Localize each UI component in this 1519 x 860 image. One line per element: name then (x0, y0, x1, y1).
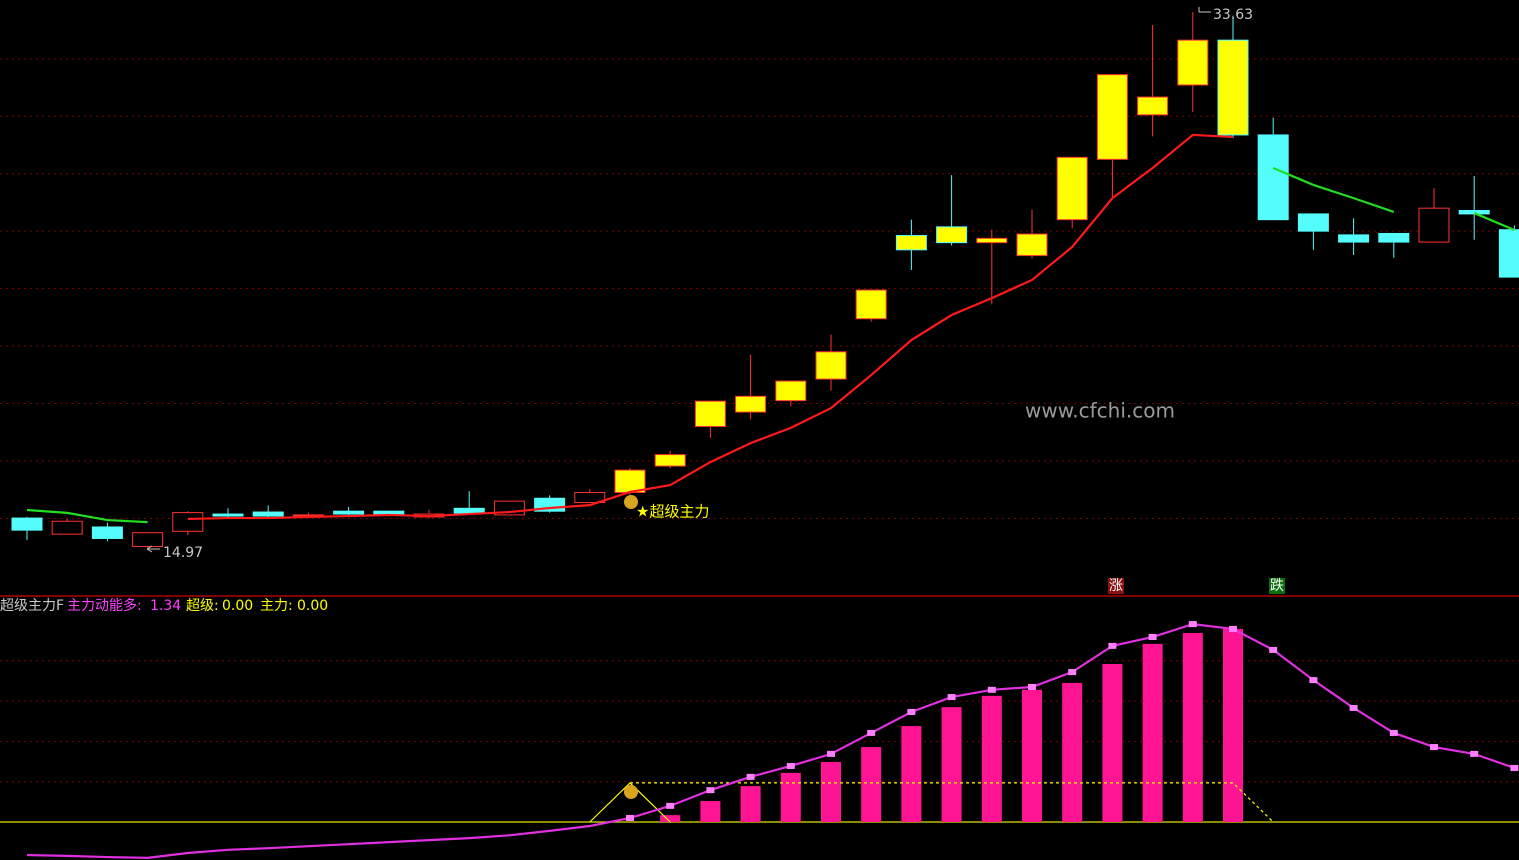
line-marker (706, 787, 715, 794)
line-marker (1470, 750, 1479, 757)
bar (740, 786, 761, 822)
legend-name: 主力: (260, 598, 293, 614)
bar (700, 801, 721, 822)
legend-name: 超级: (186, 598, 219, 614)
low-label: 14.97 (163, 545, 203, 561)
money-bag-icon (624, 785, 638, 799)
signal-text: 跌 (1270, 578, 1284, 594)
line-marker (1108, 642, 1117, 649)
bar (941, 707, 962, 822)
candle-body (1137, 96, 1169, 116)
line-marker (666, 802, 675, 809)
candle-body (815, 351, 847, 380)
legend-value: 1.34 (150, 598, 181, 614)
legend-value: 0.00 (222, 598, 253, 614)
line-marker (746, 773, 755, 780)
bar (1142, 643, 1163, 822)
candle-body (694, 400, 726, 427)
candle-body (735, 395, 767, 413)
bar (660, 815, 681, 822)
watermark: www.cfchi.com (1025, 399, 1175, 423)
legend-value: 0.00 (297, 598, 328, 614)
high-label: 33.63 (1213, 7, 1253, 23)
candle-body (1498, 229, 1519, 278)
candle-body (1056, 156, 1088, 221)
line-marker (1510, 764, 1519, 771)
candle-body (1096, 74, 1128, 160)
bar (1022, 689, 1042, 822)
plot-layer (0, 12, 1519, 859)
bar (780, 772, 801, 822)
bar (1223, 628, 1243, 822)
bar (981, 695, 1002, 822)
money-bag-icon (624, 495, 638, 509)
line-marker (1309, 677, 1318, 684)
candle-body (654, 454, 686, 467)
candle-body (11, 517, 43, 531)
candle-body (51, 520, 83, 535)
bar (1102, 664, 1123, 822)
candle-body (172, 512, 204, 532)
line-marker (987, 686, 996, 693)
line-marker (1028, 683, 1036, 690)
line-marker (947, 694, 956, 701)
candle-body (212, 513, 244, 517)
candle-body (1016, 233, 1048, 257)
candle-body (775, 380, 807, 402)
candle-body (1177, 39, 1209, 86)
candle-body (895, 234, 927, 251)
high-arrow (1198, 7, 1211, 13)
line-marker (827, 750, 835, 757)
candle-body (976, 237, 1008, 244)
candle-body (1418, 207, 1450, 243)
candle-body (1257, 134, 1289, 221)
candle-body (574, 492, 606, 504)
candle-body (373, 510, 405, 515)
line (187, 133, 1234, 521)
low-arrow (146, 545, 160, 553)
bar (1062, 682, 1083, 822)
bar (821, 761, 841, 822)
candle-body (855, 289, 887, 320)
line (26, 166, 1515, 524)
line-marker (1148, 634, 1157, 641)
candle-body (252, 511, 284, 517)
line-marker (1430, 744, 1438, 751)
line-marker (1389, 729, 1398, 736)
signal-box (1269, 578, 1285, 594)
signal-box (1108, 578, 1124, 594)
line-marker (1229, 625, 1237, 632)
candle-body (1338, 234, 1370, 243)
line (26, 622, 1515, 859)
line-marker (1068, 669, 1077, 676)
candle-body (936, 226, 968, 244)
signal-annotation: ★超级主力 (636, 503, 709, 521)
line-marker (626, 814, 634, 821)
line-marker (907, 708, 916, 715)
candle-body (1378, 232, 1410, 243)
line (630, 782, 1274, 823)
candle-body (1297, 213, 1329, 232)
line-marker (1349, 704, 1358, 711)
line-marker (1188, 621, 1197, 628)
line-marker (1269, 646, 1278, 653)
line-marker (867, 729, 876, 736)
candle-body (1217, 39, 1249, 136)
candle-body (91, 526, 123, 539)
indicator-title: 超级主力F (0, 598, 64, 614)
signal-text: 涨 (1109, 578, 1123, 594)
candle-body (132, 532, 164, 548)
bar (901, 726, 922, 822)
candle-body (333, 510, 365, 515)
bar (861, 747, 882, 822)
line-marker (786, 762, 795, 769)
legend-name: 主力动能多: (67, 597, 142, 614)
bar (1182, 632, 1203, 822)
